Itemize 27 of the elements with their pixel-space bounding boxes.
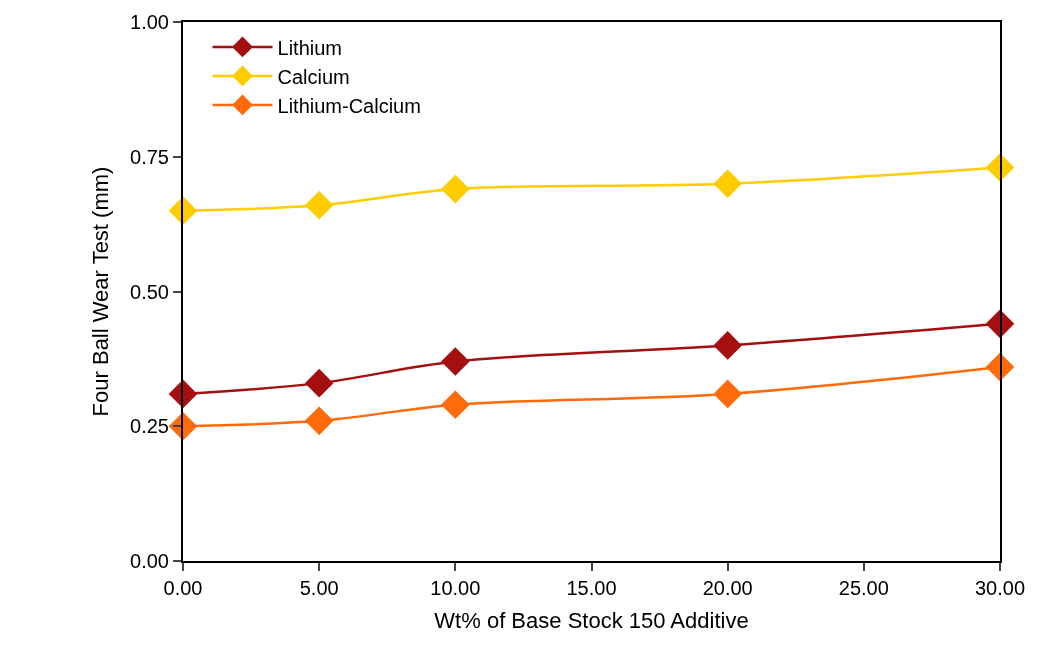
x-tick-label: 15.00 <box>566 577 617 599</box>
y-tick-label: 0.75 <box>130 145 169 168</box>
point <box>441 390 470 419</box>
y-axis-title: Four Ball Wear Test (mm) <box>88 166 114 417</box>
x-axis-title: Wt% of Base Stock 150 Additive <box>434 608 749 634</box>
point <box>168 411 198 441</box>
point <box>713 379 742 409</box>
y-tick-label: 1.00 <box>130 11 169 33</box>
x-tick-label: 30.00 <box>974 577 1026 599</box>
x-tick-label: 20.00 <box>702 577 753 599</box>
point <box>304 406 334 436</box>
point <box>304 190 334 220</box>
y-tick-label: 0.00 <box>130 550 169 572</box>
legend-label: Calcium <box>277 65 350 88</box>
point <box>713 331 742 360</box>
y-tick-label: 0.25 <box>130 415 169 438</box>
point <box>441 174 470 204</box>
x-tick-label: 0.00 <box>163 577 203 599</box>
point <box>441 347 470 376</box>
x-tick-label: 5.00 <box>299 577 339 599</box>
point <box>304 368 334 398</box>
x-tick-label: 10.00 <box>430 577 481 599</box>
legend-label: Lithium-Calcium <box>277 94 421 117</box>
point <box>713 169 742 198</box>
y-tick-label: 0.50 <box>130 280 169 303</box>
legend-label: Lithium <box>277 36 342 59</box>
x-tick-label: 25.00 <box>838 577 889 599</box>
